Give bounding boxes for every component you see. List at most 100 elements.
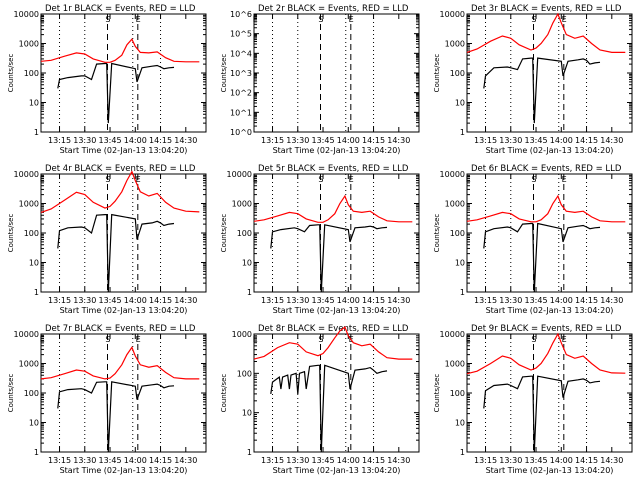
series-line-lld [466, 12, 626, 54]
event-marker-label: S [318, 335, 323, 344]
x-tick-label: 13:15 [48, 296, 71, 305]
x-axis-label: Start Time (02-Jan-13 13:04:20) [486, 146, 614, 155]
panel-title: Det 8r BLACK = Events, RED = LLD [258, 324, 409, 334]
x-tick-label: 14:30 [387, 136, 410, 145]
y-tick-label: 1000 [232, 330, 252, 339]
panel-title: Det 3r BLACK = Events, RED = LLD [471, 4, 622, 14]
x-tick-label: 14:30 [387, 296, 410, 305]
series-line-events [483, 222, 601, 293]
series-line-lld [253, 326, 413, 360]
event-marker-label: E [562, 335, 567, 344]
plot-frame [253, 333, 420, 453]
series-line-events [483, 375, 601, 453]
x-tick-label: 13:45 [98, 136, 121, 145]
event-marker-label: S [105, 175, 110, 184]
y-tick-label: 1 [34, 448, 39, 457]
x-tick-label: 14:15 [575, 296, 598, 305]
y-tick-label: 10 [455, 419, 465, 428]
x-axis-label: Start Time (02-Jan-13 13:04:20) [60, 146, 188, 155]
series-line-events [270, 224, 388, 293]
y-axis-label: Counts/sec [220, 214, 228, 253]
y-tick-label: 1 [247, 448, 252, 457]
x-tick-label: 14:00 [337, 456, 360, 465]
y-tick-label: 1000 [232, 200, 252, 209]
event-marker-label: S [531, 335, 536, 344]
y-axis-label: Counts/sec [7, 214, 15, 253]
y-tick-label: 10 [29, 259, 39, 268]
event-marker-label: E [562, 15, 567, 24]
event-marker-label: E [136, 335, 141, 344]
y-tick-label: 100 [450, 69, 465, 78]
y-tick-label: 1000 [19, 360, 39, 369]
x-tick-label: 13:30 [73, 456, 96, 465]
panel-title: Det 5r BLACK = Events, RED = LLD [258, 164, 409, 174]
y-tick-label: 1000 [19, 40, 39, 49]
y-tick-label: 100 [24, 389, 39, 398]
y-tick-label: 1000 [445, 40, 465, 49]
x-tick-label: 13:15 [261, 296, 284, 305]
x-tick-label: 13:15 [48, 136, 71, 145]
x-tick-label: 13:45 [524, 456, 547, 465]
x-axis-label: Start Time (02-Jan-13 13:04:20) [486, 306, 614, 315]
event-marker-label: S [318, 15, 323, 24]
x-tick-label: 14:00 [550, 456, 573, 465]
event-marker-label: E [466, 175, 471, 184]
event-marker-label: E [562, 175, 567, 184]
y-tick-label: 10^1 [230, 108, 252, 117]
x-tick-label: 13:30 [499, 456, 522, 465]
event-marker-label: E [40, 15, 45, 24]
y-tick-label: 1 [460, 288, 465, 297]
plot-frame [466, 333, 633, 453]
panel-title: Det 1r BLACK = Events, RED = LLD [45, 4, 196, 14]
y-axis-label: Counts/sec [220, 374, 228, 413]
y-tick-label: 100 [237, 229, 252, 238]
panel-title: Det 9r BLACK = Events, RED = LLD [471, 324, 622, 334]
x-tick-label: 14:00 [337, 296, 360, 305]
y-tick-label: 1 [460, 448, 465, 457]
event-marker-label: E [349, 15, 354, 24]
x-tick-label: 14:00 [550, 136, 573, 145]
x-tick-label: 14:00 [124, 296, 147, 305]
x-tick-label: 13:15 [474, 136, 497, 145]
event-marker-label: E [253, 175, 258, 184]
y-tick-label: 100 [237, 369, 252, 378]
y-tick-label: 10 [29, 419, 39, 428]
plot-frame [253, 173, 420, 293]
y-tick-label: 10000 [440, 10, 465, 19]
y-axis-label: Counts/sec [7, 374, 15, 413]
y-tick-label: 10000 [227, 170, 252, 179]
event-marker-label: E [40, 335, 45, 344]
x-tick-label: 13:45 [524, 136, 547, 145]
event-marker-label: S [105, 15, 110, 24]
y-tick-label: 10000 [440, 170, 465, 179]
x-tick-label: 13:15 [474, 296, 497, 305]
x-tick-label: 13:30 [499, 136, 522, 145]
x-tick-label: 13:45 [311, 456, 334, 465]
x-axis-label: Start Time (02-Jan-13 13:04:20) [60, 306, 188, 315]
x-tick-label: 13:45 [311, 136, 334, 145]
y-axis-label: Counts/sec [433, 214, 441, 253]
y-axis-label: Counts/sec [220, 54, 228, 93]
x-axis-label: Start Time (02-Jan-13 13:04:20) [273, 466, 401, 475]
x-tick-label: 14:15 [149, 136, 172, 145]
x-tick-label: 13:30 [73, 136, 96, 145]
y-tick-label: 10000 [440, 330, 465, 339]
x-tick-label: 14:30 [387, 456, 410, 465]
y-tick-label: 1 [460, 128, 465, 137]
y-tick-label: 10 [455, 99, 465, 108]
x-tick-label: 14:15 [362, 136, 385, 145]
plot-frame [40, 13, 207, 133]
series-line-lld [466, 332, 626, 375]
x-tick-label: 13:15 [261, 136, 284, 145]
x-tick-label: 13:30 [499, 296, 522, 305]
y-tick-label: 100 [450, 229, 465, 238]
y-tick-label: 1 [34, 128, 39, 137]
event-marker-label: E [136, 15, 141, 24]
panel-title: Det 4r BLACK = Events, RED = LLD [45, 164, 196, 174]
x-tick-label: 14:15 [362, 456, 385, 465]
y-tick-label: 10 [455, 259, 465, 268]
